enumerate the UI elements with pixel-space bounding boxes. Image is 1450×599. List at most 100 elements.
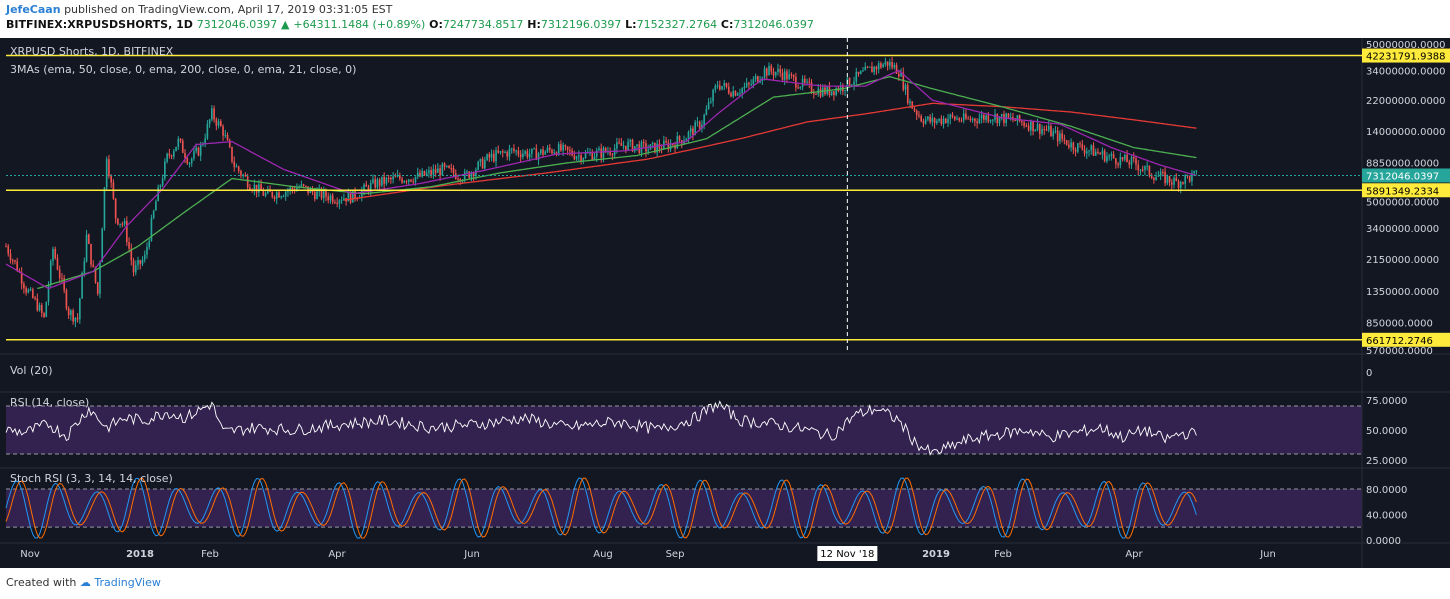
candle-down <box>772 71 775 76</box>
candle-down <box>501 151 504 153</box>
candle-down <box>958 118 961 121</box>
candle-down <box>419 172 421 177</box>
candle-down <box>197 147 200 156</box>
candle-down <box>886 61 889 66</box>
level-label: 42231791.9388 <box>1366 52 1446 63</box>
candle-up <box>190 158 193 164</box>
candle-down <box>1061 133 1063 139</box>
candle-up <box>998 116 1001 124</box>
candle-up <box>777 68 779 73</box>
candle-up <box>723 83 726 87</box>
candle-up <box>1130 157 1133 165</box>
candle-down <box>443 163 446 167</box>
candle-up <box>188 163 191 165</box>
candle-down <box>1063 138 1066 141</box>
candle-down <box>1081 144 1084 150</box>
candle-down <box>387 177 390 179</box>
candle-down <box>1115 158 1117 164</box>
candle-up <box>1173 177 1175 185</box>
rsi-tick-label: 75.0000 <box>1366 396 1407 407</box>
candle-up <box>204 138 206 144</box>
candle-up <box>1119 157 1122 166</box>
candle-down <box>313 192 316 200</box>
candle-up <box>275 192 278 199</box>
candle-up <box>79 298 81 320</box>
candle-down <box>96 282 99 294</box>
candle-down <box>654 142 656 153</box>
chart-svg[interactable]: 50000000.0000 34000000.0000 22000000.0000 1… <box>0 38 1450 568</box>
author-name[interactable]: JefeCaan <box>6 3 61 16</box>
volume-tick-label: 0 <box>1366 368 1372 379</box>
candle-down <box>1021 121 1023 123</box>
candle-up <box>1193 171 1195 174</box>
candle-down <box>383 176 385 184</box>
candle-down <box>7 246 10 254</box>
candle-up <box>821 87 824 97</box>
candle-up <box>253 184 256 191</box>
price-tick-label: 50000000.0000 <box>1366 40 1446 51</box>
candle-up <box>531 148 533 154</box>
candle-up <box>155 201 157 211</box>
candle-up <box>407 179 410 182</box>
symbol-line: BITFINEX:XRPUSDSHORTS, 1D 7312046.0397 ▲… <box>6 18 814 31</box>
candle-up <box>1000 114 1003 117</box>
candle-down <box>667 142 670 150</box>
candle-down <box>965 113 967 119</box>
candle-up <box>582 158 585 162</box>
candle-up <box>694 122 697 136</box>
candle-up <box>739 93 741 95</box>
candle-down <box>92 264 95 267</box>
candle-up <box>266 189 269 194</box>
candle-down <box>291 187 294 190</box>
candle-down <box>215 119 218 126</box>
candle-up <box>81 272 83 299</box>
candle-up <box>1052 131 1055 137</box>
candle-up <box>931 118 934 122</box>
candle-down <box>325 190 327 197</box>
candle-up <box>546 147 549 152</box>
candle-up <box>736 93 739 96</box>
candle-up <box>909 101 911 104</box>
candle-up <box>392 176 394 180</box>
candle-down <box>1112 154 1115 159</box>
candle-up <box>991 119 994 121</box>
candle-down <box>1182 182 1184 184</box>
candle-down <box>412 181 415 183</box>
candle-down <box>492 153 495 162</box>
candle-down <box>481 158 484 169</box>
candle-up <box>877 63 880 70</box>
candle-down <box>727 86 730 94</box>
candle-up <box>622 145 625 147</box>
candle-up <box>105 159 108 188</box>
open-value: 7247734.8517 <box>442 18 524 31</box>
candle-down <box>566 146 569 151</box>
candle-up <box>629 139 632 142</box>
candle-down <box>231 146 233 162</box>
candle-down <box>54 248 57 259</box>
candle-down <box>922 121 925 124</box>
candle-down <box>16 261 19 271</box>
candle-down <box>179 138 182 141</box>
candle-up <box>159 185 162 188</box>
high-value: 7312196.0397 <box>540 18 622 31</box>
last-price-label: 7312046.0397 <box>1366 171 1439 182</box>
candle-down <box>439 168 441 176</box>
candle-down <box>1007 113 1010 118</box>
candle-up <box>1139 169 1142 171</box>
candle-up <box>208 119 211 124</box>
tradingview-brand[interactable]: TradingView <box>94 576 161 589</box>
candle-up <box>428 170 430 173</box>
candle-down <box>255 184 258 193</box>
candle-down <box>246 176 249 188</box>
candle-down <box>819 88 822 97</box>
candle-down <box>262 190 265 196</box>
chart-area[interactable]: 50000000.0000 34000000.0000 22000000.0000 1… <box>0 38 1450 568</box>
candle-down <box>848 77 851 86</box>
candle-down <box>1014 119 1016 122</box>
crosshair-date-bg <box>817 546 878 561</box>
candle-down <box>354 190 356 199</box>
ema21-line <box>5 69 1197 290</box>
candle-down <box>1079 143 1081 145</box>
candle-up <box>956 118 958 120</box>
candle-down <box>560 144 562 151</box>
